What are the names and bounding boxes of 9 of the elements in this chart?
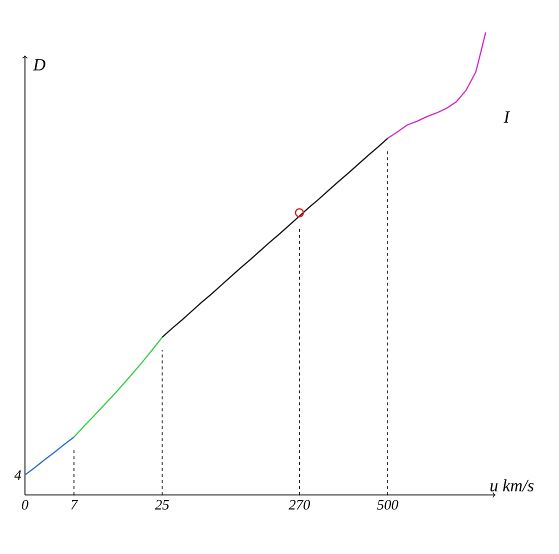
x-tick-label: 270	[288, 500, 310, 510]
y-axis-title: D	[32, 59, 46, 70]
x-tick-label: 25	[155, 500, 169, 510]
x-tick-label: 0	[22, 500, 28, 510]
x-tick-label: 7	[71, 500, 78, 510]
x-axis-title: u km/s	[490, 479, 534, 492]
text: I	[504, 111, 510, 123]
annotation: 4	[14, 470, 22, 480]
x-tick-label: 500	[377, 500, 398, 510]
